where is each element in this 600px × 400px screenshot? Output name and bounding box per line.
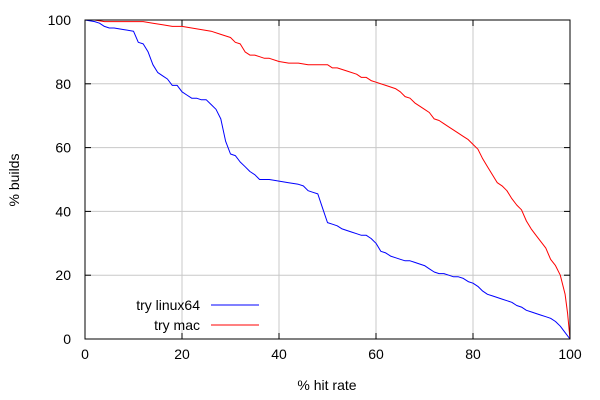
plot-frame	[84, 19, 571, 340]
y-tick-label: 60	[55, 140, 71, 156]
legend: try linux64 try mac	[136, 297, 259, 333]
series-line-try-mac	[85, 19, 571, 340]
grid-lines	[85, 20, 570, 339]
y-tick-label: 100	[48, 12, 72, 28]
legend-label: try mac	[154, 317, 200, 333]
y-tick-label: 40	[55, 203, 71, 219]
x-tick-label: 0	[81, 346, 89, 362]
legend-label: try linux64	[136, 297, 200, 313]
y-axis-label: % builds	[6, 154, 22, 207]
x-tick-label: 20	[174, 346, 190, 362]
x-tick-label: 80	[465, 346, 481, 362]
x-axis-label: % hit rate	[297, 377, 356, 393]
x-tick-label: 60	[368, 346, 384, 362]
axis-ticks: 0 20 40 60 80 100 0 20 40 60 80 100	[48, 12, 582, 362]
y-tick-label: 0	[63, 331, 71, 347]
y-tick-label: 80	[55, 76, 71, 92]
y-tick-label: 20	[55, 267, 71, 283]
series-lines	[84, 19, 571, 340]
x-tick-label: 40	[271, 346, 287, 362]
series-line-try-linux64	[84, 19, 571, 340]
x-tick-label: 100	[558, 346, 582, 362]
